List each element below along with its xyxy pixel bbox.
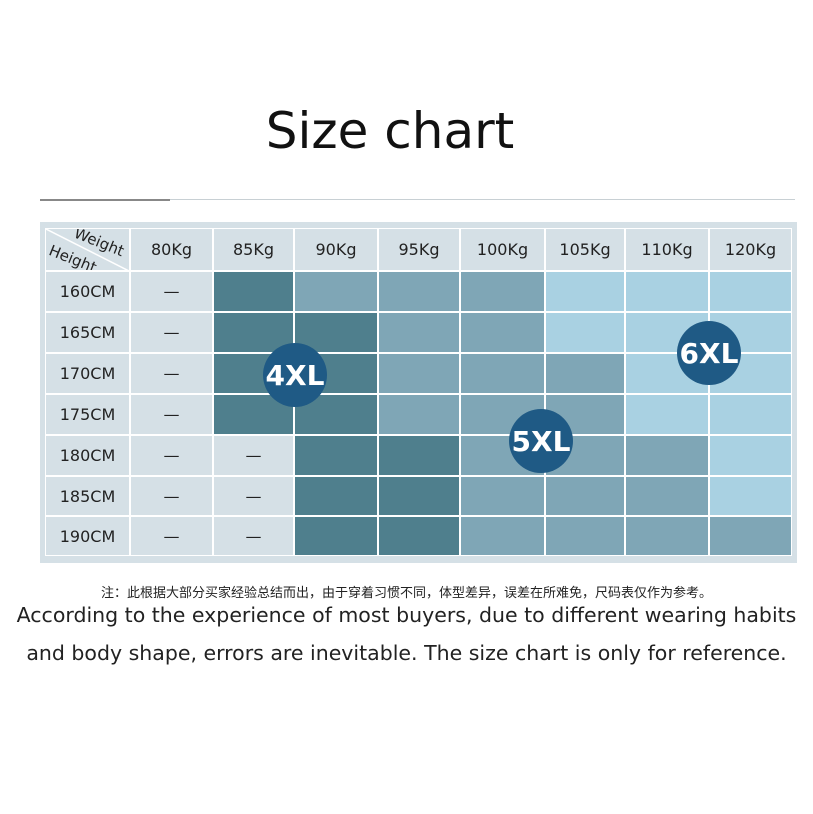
row-header: 165CM [45, 312, 130, 353]
size-table: Weight Height 80Kg 85Kg 90Kg 95Kg 100Kg 105Kg 11… [40, 222, 797, 563]
size-cell [378, 353, 460, 394]
size-cell [378, 271, 460, 312]
size-cell [294, 435, 378, 476]
size-cell [545, 516, 625, 556]
size-cell [294, 271, 378, 312]
size-cell [625, 394, 709, 435]
size-cell [545, 312, 625, 353]
size-cell [294, 476, 378, 516]
note-english: and body shape, errors are inevitable. T… [26, 641, 787, 665]
size-cell [378, 312, 460, 353]
note-english: According to the experience of most buye… [16, 603, 797, 627]
row-header: 160CM [45, 271, 130, 312]
row-header: 185CM [45, 476, 130, 516]
row-header: 190CM [45, 516, 130, 556]
corner-cell: Weight Height [45, 228, 130, 271]
column-header: 90Kg [294, 228, 378, 271]
column-header: 95Kg [378, 228, 460, 271]
size-cell [625, 435, 709, 476]
title: Size chart [265, 102, 515, 160]
column-header: 100Kg [460, 228, 545, 271]
size-cell: — [213, 435, 294, 476]
size-cell: — [130, 312, 213, 353]
size-cell [545, 353, 625, 394]
size-cell [709, 271, 792, 312]
size-cell [625, 476, 709, 516]
row-header: 170CM [45, 353, 130, 394]
row-header: 180CM [45, 435, 130, 476]
divider [40, 199, 170, 201]
column-header: 110Kg [625, 228, 709, 271]
size-cell: — [213, 516, 294, 556]
size-cell [709, 435, 792, 476]
size-cell [545, 476, 625, 516]
size-cell: — [130, 394, 213, 435]
size-cell [709, 516, 792, 556]
size-cell [709, 476, 792, 516]
size-cell: — [213, 476, 294, 516]
size-cell: — [130, 516, 213, 556]
column-header: 85Kg [213, 228, 294, 271]
size-cell: — [130, 271, 213, 312]
size-cell: — [130, 435, 213, 476]
column-header: 120Kg [709, 228, 792, 271]
size-cell [378, 516, 460, 556]
row-header: 175CM [45, 394, 130, 435]
column-header: 80Kg [130, 228, 213, 271]
note-chinese: 注：此根据大部分买家经验总结而出，由于穿着习惯不同，体型差异，误差在所难免，尺码… [100, 586, 712, 601]
size-cell [545, 271, 625, 312]
size-cell [460, 516, 545, 556]
size-badge: 6XL [677, 321, 741, 385]
size-cell: — [130, 353, 213, 394]
size-cell: — [130, 476, 213, 516]
size-cell [460, 271, 545, 312]
size-cell [625, 516, 709, 556]
size-cell [460, 353, 545, 394]
size-cell [460, 476, 545, 516]
size-cell [294, 516, 378, 556]
size-cell [378, 476, 460, 516]
size-cell [460, 312, 545, 353]
divider [40, 199, 795, 200]
column-header: 105Kg [545, 228, 625, 271]
size-cell [625, 271, 709, 312]
size-cell [213, 271, 294, 312]
size-cell [378, 435, 460, 476]
size-cell [709, 394, 792, 435]
size-badge: 4XL [263, 343, 327, 407]
size-cell [378, 394, 460, 435]
size-badge: 5XL [509, 409, 573, 473]
